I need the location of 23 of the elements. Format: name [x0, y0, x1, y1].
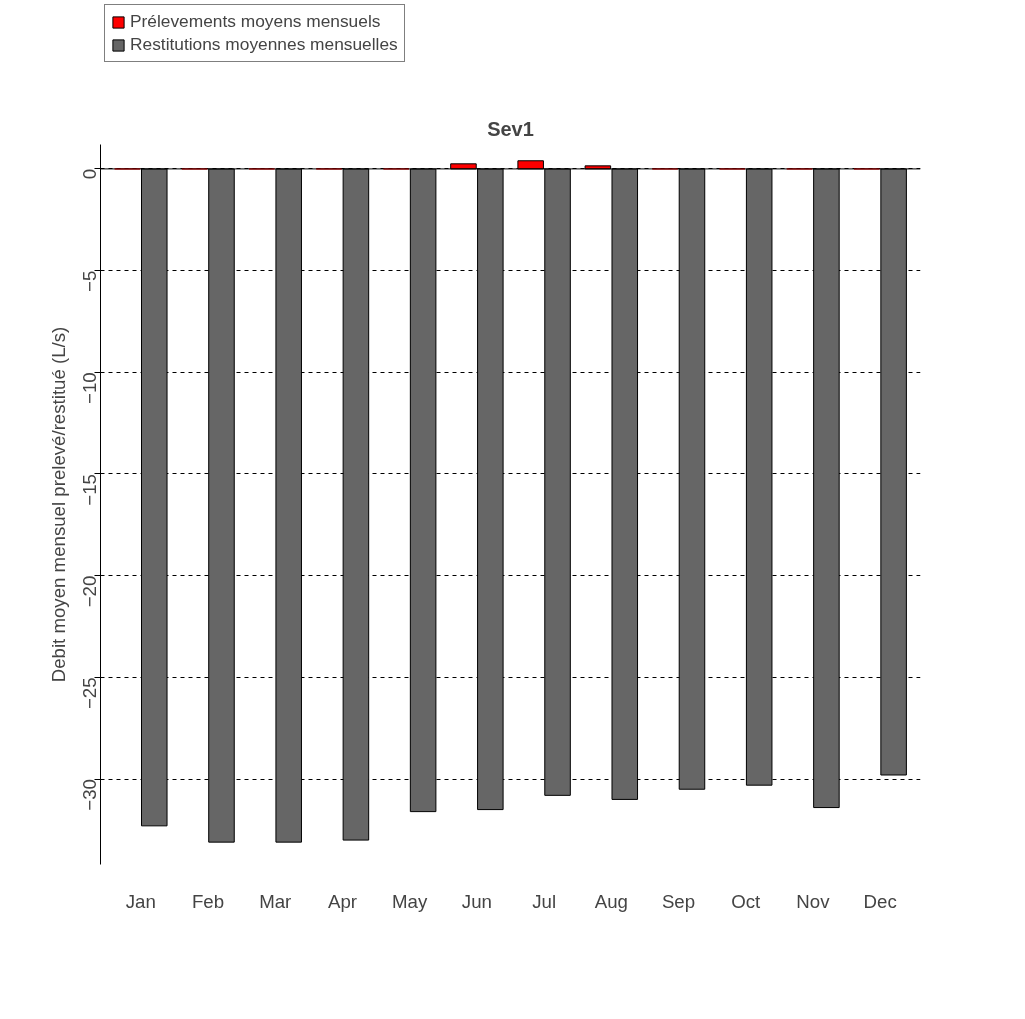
x-tick-label: Aug	[594, 890, 628, 912]
y-tick-label: −5	[79, 270, 100, 292]
y-axis-title: Debit moyen mensuel prelevé/restitué (L/s)	[47, 326, 69, 683]
chart-title: Sev1	[487, 117, 534, 140]
y-tick-label: −10	[79, 372, 100, 404]
legend-label: Prélevements moyens mensuels	[130, 11, 381, 32]
x-tick-label: May	[392, 890, 428, 912]
x-tick-label: Jan	[125, 890, 156, 912]
y-tick-label: −30	[79, 779, 100, 811]
x-tick-label: Oct	[731, 890, 762, 912]
x-tick-label: Apr	[327, 890, 357, 912]
y-tick-label: −25	[79, 677, 100, 710]
legend-label: Restitutions moyennes mensuelles	[130, 34, 398, 55]
x-tick-label: Dec	[863, 890, 897, 912]
y-tick-label: 0	[79, 168, 100, 180]
y-tick-label: −20	[79, 575, 100, 608]
x-tick-label: Nov	[796, 890, 831, 912]
x-tick-label: Mar	[259, 890, 292, 912]
y-tick-label: −15	[79, 473, 100, 506]
x-tick-label: Jul	[532, 890, 557, 912]
x-tick-label: Jun	[461, 890, 492, 912]
x-tick-label: Feb	[191, 890, 225, 912]
x-tick-label: Sep	[661, 890, 696, 912]
